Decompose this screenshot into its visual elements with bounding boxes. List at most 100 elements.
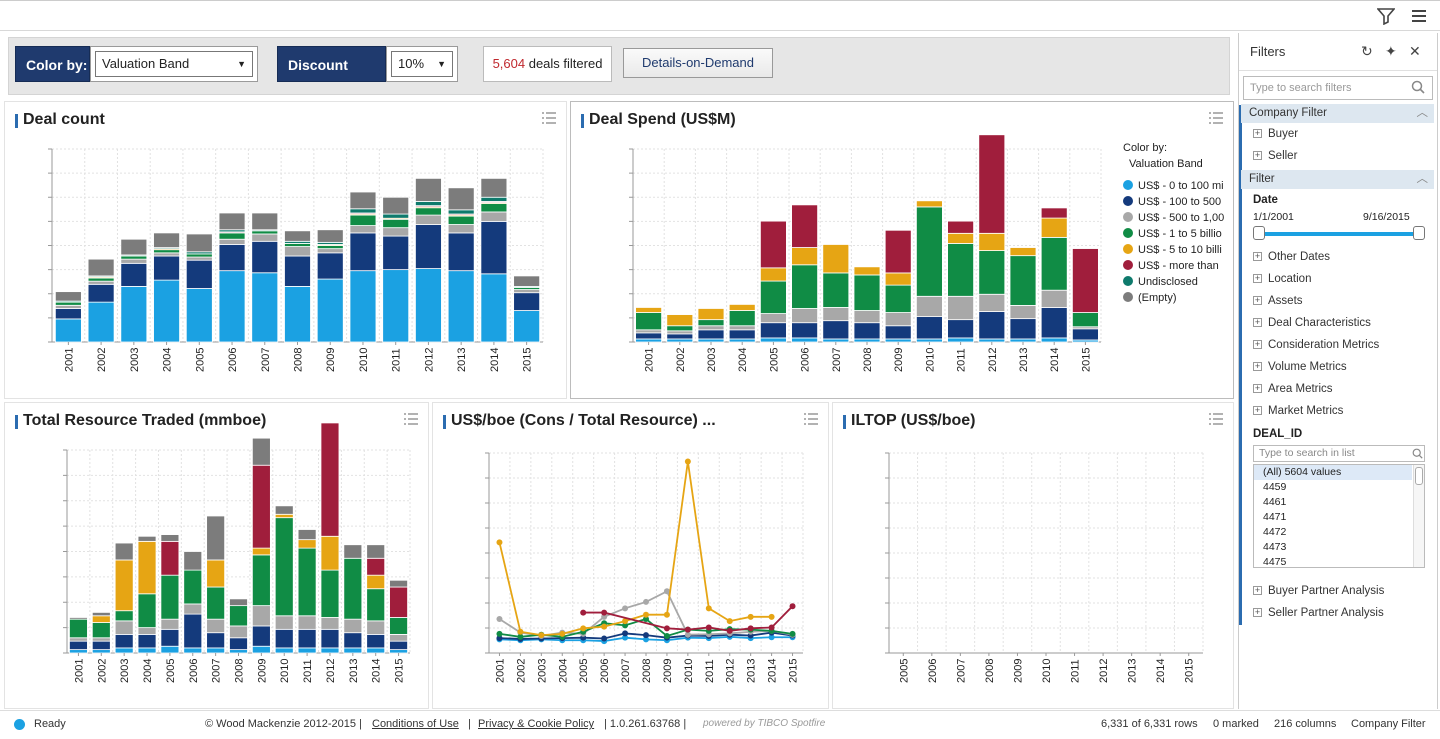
bar-segment[interactable] bbox=[137, 647, 157, 654]
bar-segment[interactable] bbox=[284, 255, 311, 287]
bar-segment[interactable] bbox=[320, 422, 340, 537]
bar-segment[interactable] bbox=[284, 286, 311, 343]
pin-icon[interactable]: ✦ bbox=[1385, 43, 1397, 59]
filter-group[interactable]: + Buyer Partner Analysis bbox=[1253, 585, 1384, 597]
bar-segment[interactable] bbox=[884, 284, 912, 313]
bar-segment[interactable] bbox=[513, 310, 541, 343]
list-item[interactable]: 4471 bbox=[1263, 511, 1287, 523]
bar-segment[interactable] bbox=[218, 270, 246, 343]
data-point[interactable] bbox=[601, 635, 608, 642]
bar-segment[interactable] bbox=[635, 338, 662, 343]
bar-segment[interactable] bbox=[229, 637, 248, 651]
list-item[interactable]: 4475 bbox=[1263, 556, 1287, 568]
bar-segment[interactable] bbox=[274, 628, 294, 649]
legend-item[interactable]: US$ - 5 to 10 billi bbox=[1123, 242, 1233, 258]
bar-segment[interactable] bbox=[297, 628, 317, 649]
list-item[interactable]: 4473 bbox=[1263, 541, 1287, 553]
bar-segment[interactable] bbox=[447, 215, 475, 225]
bar-segment[interactable] bbox=[978, 134, 1006, 234]
bar-segment[interactable] bbox=[947, 319, 975, 339]
filter-group[interactable]: + Deal Characteristics bbox=[1253, 317, 1371, 329]
bar-segment[interactable] bbox=[185, 256, 213, 261]
bar-segment[interactable] bbox=[69, 617, 88, 620]
bar-segment[interactable] bbox=[284, 243, 311, 247]
bar-segment[interactable] bbox=[791, 247, 819, 266]
data-point[interactable] bbox=[622, 618, 629, 625]
bar-segment[interactable] bbox=[251, 272, 279, 343]
bar-segment[interactable] bbox=[87, 280, 115, 285]
deal-count-panel[interactable]: Deal count 2001 2002 2003 2004 2005 2006 2007 2… bbox=[4, 101, 567, 399]
bar-segment[interactable] bbox=[160, 618, 180, 630]
bar-segment[interactable] bbox=[389, 640, 408, 651]
data-point[interactable] bbox=[663, 625, 670, 632]
data-point[interactable] bbox=[517, 628, 524, 635]
bar-segment[interactable] bbox=[389, 649, 408, 654]
bar-segment[interactable] bbox=[666, 338, 694, 343]
bar-segment[interactable] bbox=[480, 177, 508, 198]
bar-segment[interactable] bbox=[206, 559, 226, 588]
data-point[interactable] bbox=[643, 632, 649, 639]
bar-segment[interactable] bbox=[137, 633, 157, 649]
data-point[interactable] bbox=[622, 605, 629, 612]
bar-segment[interactable] bbox=[389, 617, 408, 635]
date-range-track[interactable] bbox=[1258, 232, 1420, 236]
bar-segment[interactable] bbox=[635, 307, 662, 313]
bar-segment[interactable] bbox=[759, 337, 787, 343]
bar-segment[interactable] bbox=[447, 232, 475, 272]
bar-segment[interactable] bbox=[114, 647, 134, 654]
filter-section-header[interactable]: Filter ︿ bbox=[1241, 170, 1434, 189]
filter-buyer[interactable]: + Buyer bbox=[1253, 128, 1298, 140]
bar-segment[interactable] bbox=[366, 588, 386, 622]
bar-segment[interactable] bbox=[915, 206, 943, 297]
bar-segment[interactable] bbox=[947, 295, 975, 321]
data-point[interactable] bbox=[601, 623, 608, 630]
data-point[interactable] bbox=[705, 624, 712, 631]
bar-segment[interactable] bbox=[114, 610, 134, 622]
bar-segment[interactable] bbox=[853, 266, 881, 276]
bar-segment[interactable] bbox=[349, 270, 377, 343]
data-point[interactable] bbox=[496, 630, 503, 637]
bar-segment[interactable] bbox=[218, 212, 246, 231]
bar-segment[interactable] bbox=[206, 647, 226, 654]
bar-segment[interactable] bbox=[297, 547, 317, 617]
list-item[interactable]: 4461 bbox=[1263, 496, 1287, 508]
bar-segment[interactable] bbox=[251, 547, 271, 556]
bar-segment[interactable] bbox=[447, 209, 475, 215]
bar-segment[interactable] bbox=[114, 559, 134, 612]
data-point[interactable] bbox=[601, 613, 608, 620]
bar-segment[interactable] bbox=[218, 238, 246, 245]
bar-segment[interactable] bbox=[1009, 247, 1037, 257]
bar-segment[interactable] bbox=[206, 515, 226, 561]
bar-segment[interactable] bbox=[349, 232, 377, 272]
bar-segment[interactable] bbox=[635, 329, 662, 334]
search-icon[interactable] bbox=[1411, 80, 1425, 94]
bar-segment[interactable] bbox=[382, 269, 410, 343]
bar-segment[interactable] bbox=[728, 329, 756, 340]
data-point[interactable] bbox=[580, 625, 587, 632]
data-point[interactable] bbox=[517, 633, 524, 640]
bar-segment[interactable] bbox=[120, 286, 148, 343]
bar-segment[interactable] bbox=[114, 620, 134, 635]
bar-segment[interactable] bbox=[978, 293, 1006, 312]
panel-menu-icon[interactable] bbox=[404, 413, 418, 425]
bar-segment[interactable] bbox=[947, 232, 975, 244]
bar-segment[interactable] bbox=[1071, 312, 1099, 328]
bar-segment[interactable] bbox=[251, 212, 279, 231]
bar-segment[interactable] bbox=[137, 593, 157, 629]
bar-segment[interactable] bbox=[728, 304, 756, 311]
data-point[interactable] bbox=[768, 634, 775, 641]
bar-segment[interactable] bbox=[947, 220, 975, 234]
data-point[interactable] bbox=[663, 611, 670, 618]
data-point[interactable] bbox=[789, 630, 796, 637]
legend-item[interactable]: US$ - 100 to 500 bbox=[1123, 194, 1233, 210]
bar-segment[interactable] bbox=[415, 201, 442, 207]
bar-segment[interactable] bbox=[320, 647, 340, 654]
bar-segment[interactable] bbox=[666, 314, 694, 327]
bar-segment[interactable] bbox=[91, 615, 111, 623]
bar-segment[interactable] bbox=[316, 252, 344, 280]
bar-segment[interactable] bbox=[978, 311, 1006, 340]
bar-segment[interactable] bbox=[183, 647, 203, 654]
bar-segment[interactable] bbox=[185, 259, 213, 289]
data-point[interactable] bbox=[747, 625, 754, 632]
bar-segment[interactable] bbox=[349, 214, 377, 226]
